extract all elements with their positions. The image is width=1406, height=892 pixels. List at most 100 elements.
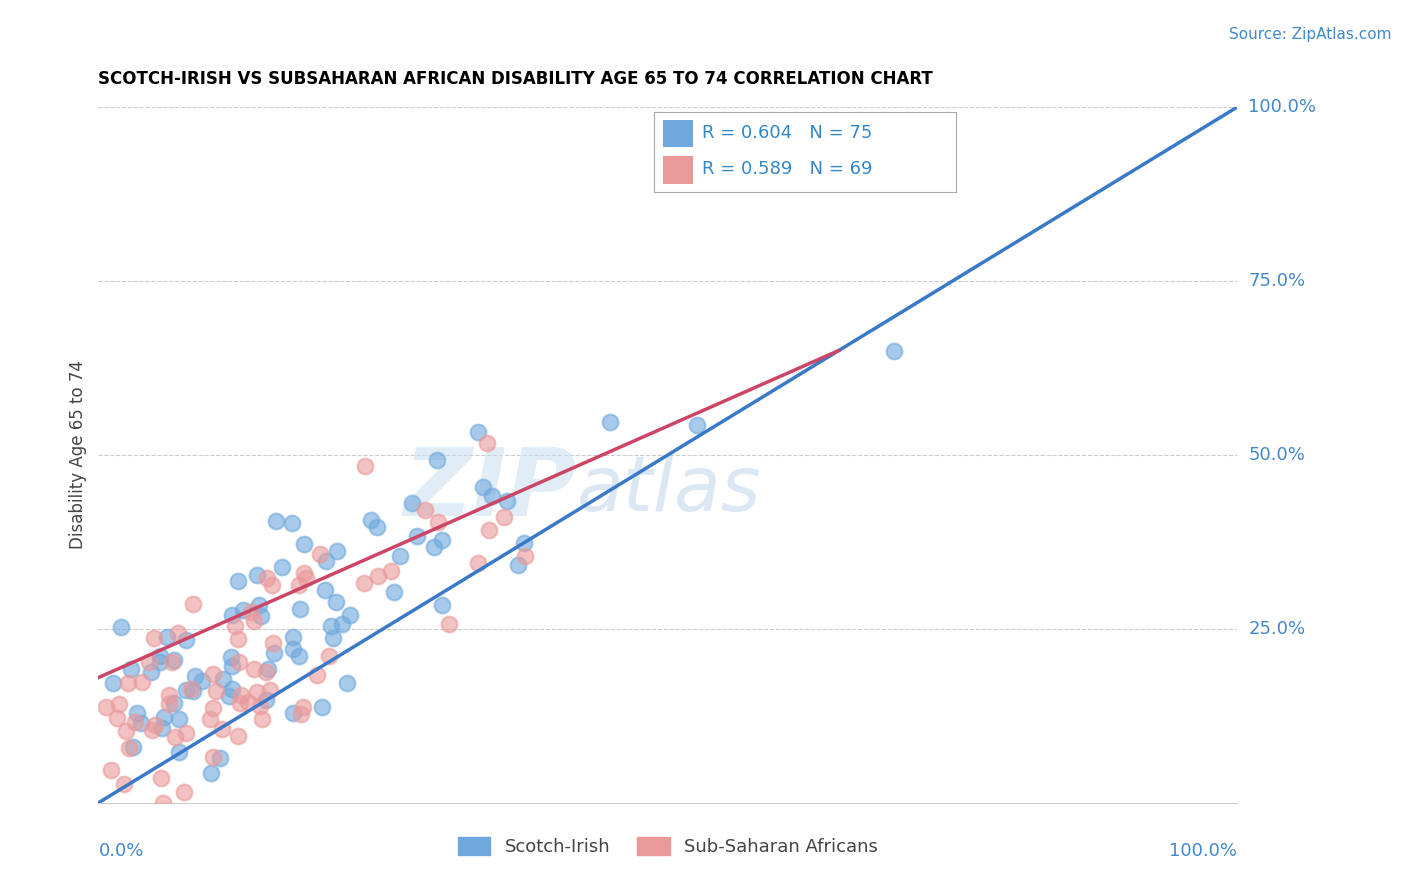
Point — [173, 785, 195, 799]
Point — [401, 496, 423, 510]
Point — [232, 603, 254, 617]
Point — [149, 771, 172, 785]
Point — [157, 688, 180, 702]
Point — [131, 674, 153, 689]
Text: 50.0%: 50.0% — [1249, 446, 1305, 464]
Point — [475, 436, 498, 450]
Point — [229, 696, 252, 710]
Point — [291, 699, 314, 714]
Point — [314, 582, 336, 597]
Point — [242, 661, 264, 675]
Point — [389, 549, 412, 563]
Point — [149, 649, 172, 664]
Point — [250, 609, 273, 624]
Point — [281, 706, 304, 720]
Text: 0.0%: 0.0% — [98, 842, 143, 860]
Point — [254, 693, 277, 707]
Point — [599, 415, 621, 429]
Point — [200, 765, 222, 780]
Point — [103, 676, 125, 690]
Point — [201, 701, 224, 715]
Point — [426, 515, 449, 529]
Point — [112, 777, 135, 791]
Point — [339, 608, 361, 623]
Point — [141, 723, 163, 737]
Point — [309, 547, 332, 561]
Point — [221, 682, 243, 697]
Point — [437, 617, 460, 632]
Point — [180, 681, 202, 696]
Point — [326, 544, 349, 558]
Point — [426, 452, 449, 467]
Point — [432, 533, 454, 547]
Point — [138, 655, 160, 669]
Point — [288, 578, 311, 592]
Point — [413, 502, 436, 516]
Point — [181, 597, 204, 611]
Point — [212, 672, 235, 686]
Point — [256, 571, 278, 585]
Point — [153, 709, 176, 723]
Point — [260, 578, 283, 592]
Point — [513, 549, 536, 563]
Point — [221, 658, 243, 673]
Point — [315, 554, 337, 568]
Point — [311, 699, 333, 714]
Point — [281, 516, 304, 530]
Point — [226, 632, 249, 647]
Point — [254, 665, 277, 680]
Point — [883, 343, 905, 358]
Text: Source: ZipAtlas.com: Source: ZipAtlas.com — [1229, 27, 1392, 42]
Point — [250, 712, 273, 726]
Text: ZIP: ZIP — [404, 443, 576, 536]
Y-axis label: Disability Age 65 to 74: Disability Age 65 to 74 — [69, 360, 87, 549]
Point — [115, 724, 138, 739]
Point — [263, 646, 285, 660]
Point — [295, 571, 318, 585]
Point — [169, 712, 191, 726]
Point — [184, 669, 207, 683]
Point — [162, 696, 184, 710]
Point — [124, 714, 146, 729]
Point — [122, 739, 145, 754]
Point — [360, 513, 382, 527]
Point — [492, 509, 515, 524]
Point — [322, 631, 344, 645]
Point — [143, 717, 166, 731]
Point — [191, 673, 214, 688]
Point — [506, 558, 529, 572]
Point — [163, 730, 186, 744]
Point — [283, 642, 305, 657]
Point — [167, 745, 190, 759]
Point — [202, 667, 225, 681]
Point — [478, 523, 501, 537]
Point — [290, 707, 312, 722]
Point — [229, 688, 252, 702]
Point — [209, 751, 232, 765]
Point — [336, 675, 359, 690]
Point — [120, 662, 142, 676]
Point — [321, 619, 343, 633]
Text: R = 0.604   N = 75: R = 0.604 N = 75 — [702, 124, 873, 142]
Point — [430, 599, 453, 613]
Point — [288, 602, 311, 616]
Point — [262, 636, 284, 650]
Point — [139, 665, 162, 679]
Point — [236, 695, 259, 709]
Point — [205, 683, 228, 698]
Point — [143, 631, 166, 645]
Point — [117, 675, 139, 690]
Point — [380, 564, 402, 578]
Point — [129, 716, 152, 731]
Text: 100.0%: 100.0% — [1170, 842, 1237, 860]
Point — [246, 567, 269, 582]
Bar — [662, 156, 693, 184]
Point — [467, 556, 489, 570]
Text: 25.0%: 25.0% — [1249, 620, 1306, 638]
Point — [318, 648, 340, 663]
Point — [685, 417, 707, 432]
Point — [162, 653, 184, 667]
Point — [423, 540, 446, 554]
Point — [288, 649, 311, 664]
Point — [224, 619, 246, 633]
